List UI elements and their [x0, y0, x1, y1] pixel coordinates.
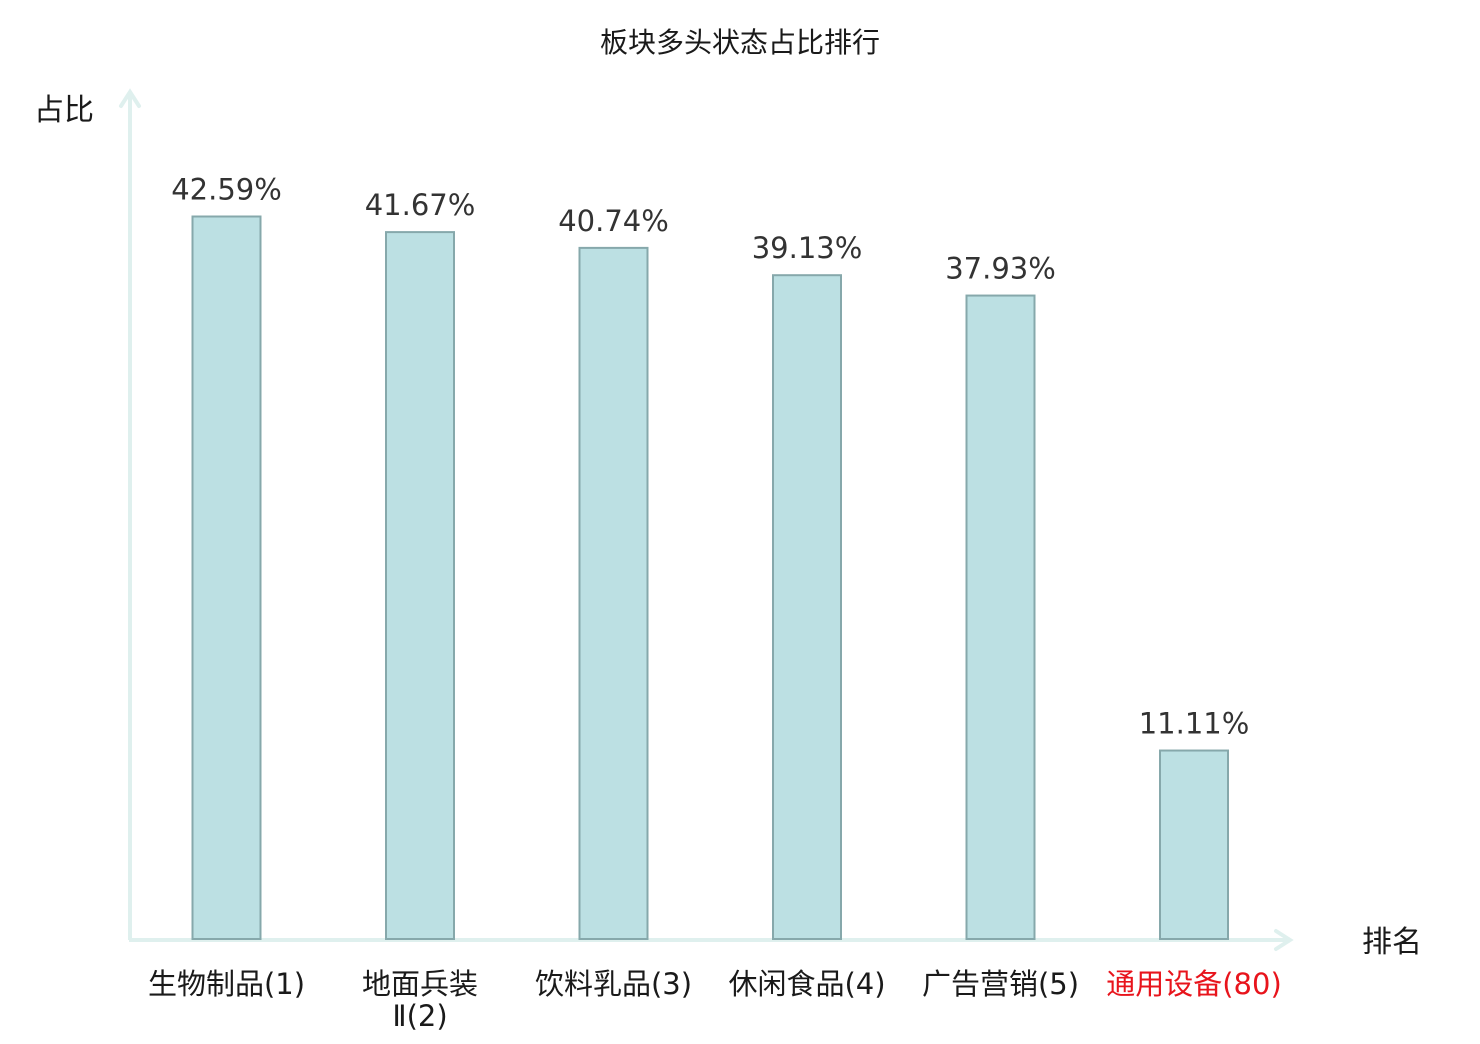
y-axis-arrow: [119, 88, 141, 108]
bar: [1159, 749, 1229, 940]
bar: [965, 294, 1036, 940]
bar: [191, 215, 262, 940]
y-axis-label: 占比: [34, 93, 94, 128]
bar: [385, 231, 455, 941]
chart-title: 板块多头状态占比排行: [600, 26, 880, 59]
x-axis-arrow: [1274, 929, 1294, 951]
bar: [772, 274, 842, 941]
x-tick-label: 生物制品(1): [148, 967, 305, 1001]
x-tick-label: 地面兵装 Ⅱ(2): [362, 967, 478, 1033]
bar-value-label: 37.93%: [945, 252, 1056, 286]
x-axis-label: 排名: [1362, 925, 1422, 960]
bar-value-label: 39.13%: [752, 231, 863, 265]
bar-value-label: 40.74%: [558, 204, 669, 238]
x-tick-label: 通用设备(80): [1106, 967, 1282, 1001]
x-tick-label: 广告营销(5): [922, 967, 1079, 1001]
bar-value-label: 41.67%: [365, 188, 476, 222]
x-tick-label: 休闲食品(4): [728, 967, 885, 1001]
x-tick-label: 饮料乳品(3): [535, 967, 692, 1001]
bar-value-label: 11.11%: [1139, 707, 1250, 741]
bars-group: 42.59% 生物制品(1) 41.67% 地面兵装 Ⅱ(2) 40.74% 饮料乳品(3)…: [148, 173, 1282, 1034]
bar-value-label: 42.59%: [171, 173, 282, 207]
axes: [119, 88, 1294, 951]
bar: [578, 246, 649, 940]
